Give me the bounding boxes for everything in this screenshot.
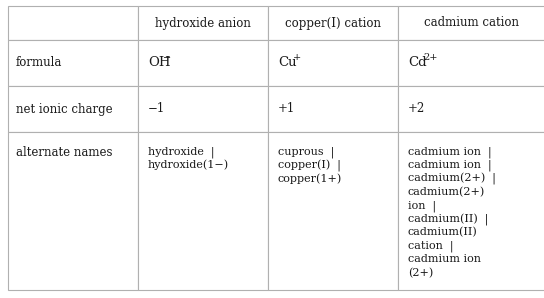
Bar [138,6,268,40]
Text: copper(I)  |: copper(I) | [278,159,341,172]
Text: cadmium ion  |: cadmium ion | [408,146,492,158]
Text: (2+): (2+) [408,268,433,278]
Text: −1: −1 [148,103,165,116]
Text: hydroxide  |: hydroxide | [148,146,214,158]
Text: cadmium ion  |: cadmium ion | [408,159,492,171]
Bar [398,40,544,86]
Text: hydroxide anion: hydroxide anion [155,16,251,30]
Bar [8,6,138,40]
Text: formula: formula [16,57,63,69]
Text: OH: OH [148,57,170,69]
Bar [268,86,398,132]
Bar [268,6,398,40]
Bar [398,132,544,290]
Text: +2: +2 [408,103,425,116]
Bar [268,132,398,290]
Text: cation  |: cation | [408,240,454,252]
Bar [8,40,138,86]
Text: copper(1+): copper(1+) [278,173,342,184]
Bar [268,40,398,86]
Bar [8,132,138,290]
Text: Cd: Cd [408,57,426,69]
Text: cadmium cation: cadmium cation [424,16,520,30]
Text: +1: +1 [278,103,295,116]
Text: copper(I) cation: copper(I) cation [285,16,381,30]
Text: −: − [163,54,171,63]
Text: cuprous  |: cuprous | [278,146,334,158]
Text: cadmium ion: cadmium ion [408,254,481,264]
Text: ion  |: ion | [408,200,436,212]
Bar [138,132,268,290]
Bar [398,6,544,40]
Bar [138,86,268,132]
Text: cadmium(2+): cadmium(2+) [408,187,485,197]
Bar [398,86,544,132]
Text: +: + [293,54,301,63]
Text: cadmium(II)  |: cadmium(II) | [408,213,489,226]
Text: net ionic charge: net ionic charge [16,103,113,116]
Text: hydroxide(1−): hydroxide(1−) [148,159,229,170]
Bar [138,40,268,86]
Text: cadmium(2+)  |: cadmium(2+) | [408,173,496,185]
Bar [8,86,138,132]
Text: 2+: 2+ [423,54,437,63]
Text: alternate names: alternate names [16,146,113,159]
Text: cadmium(II): cadmium(II) [408,227,478,237]
Text: Cu: Cu [278,57,296,69]
